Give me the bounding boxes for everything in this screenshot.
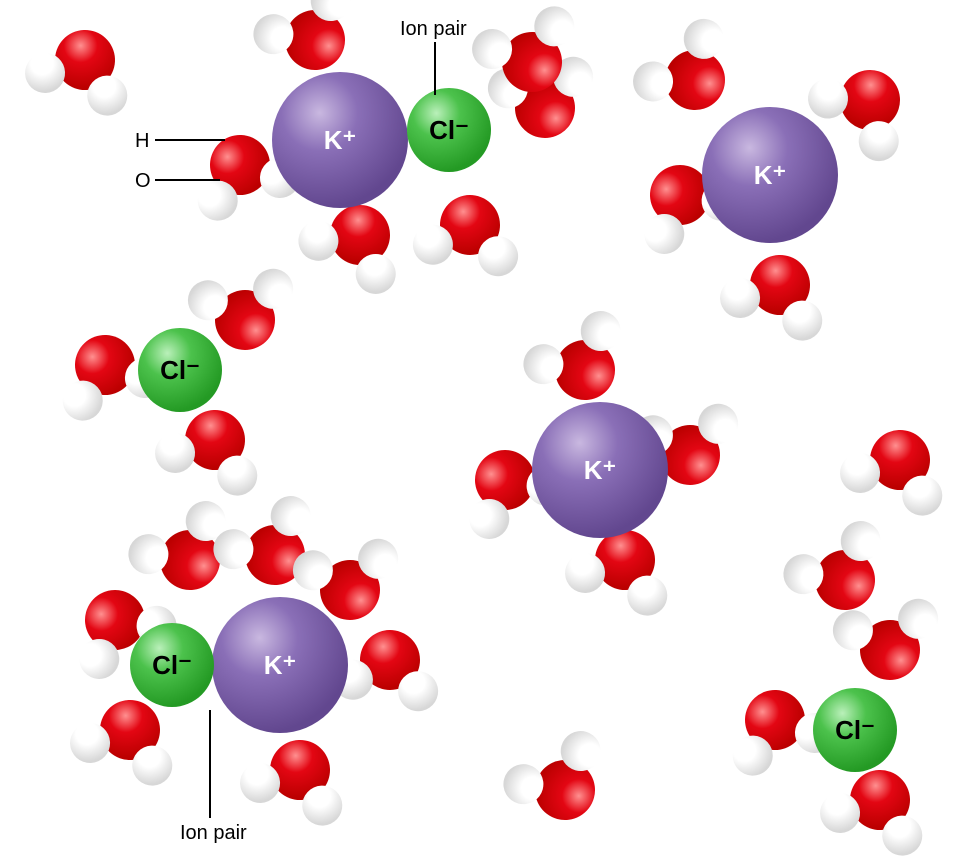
leader-line: [0, 0, 975, 861]
diagram-stage: K⁺Cl⁻K⁺Cl⁻K⁺K⁺Cl⁻Cl⁻Ion pairIon pairHO: [0, 0, 975, 861]
